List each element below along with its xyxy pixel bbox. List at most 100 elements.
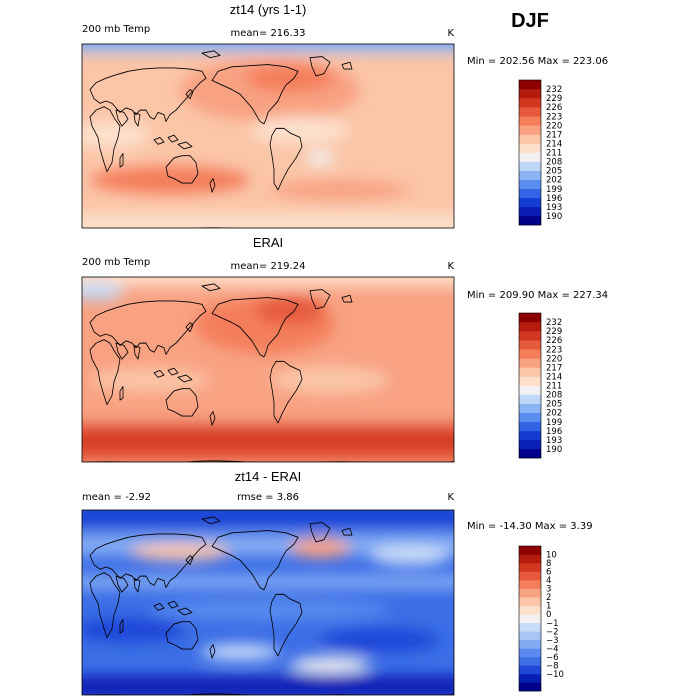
colorbar-tick-label: 202	[546, 176, 562, 186]
colorbar-swatch	[519, 322, 541, 332]
panel-title: zt14 (yrs 1-1)	[230, 2, 307, 17]
colorbar-frame	[518, 79, 542, 226]
panel-title: zt14 - ERAI	[235, 469, 301, 484]
colorbar-tick-label: 199	[546, 418, 562, 428]
colorbar-tick-label: 229	[546, 94, 562, 104]
colorbar-swatch	[519, 367, 541, 377]
colorbar: 2322292262232202172142112082052021991961…	[518, 79, 562, 226]
colorbar-tick-label: 193	[546, 203, 562, 213]
colorbar-tick-label: 8	[546, 559, 551, 569]
colorbar-swatch	[519, 349, 541, 359]
colorbar-swatch	[519, 152, 541, 162]
map-field	[82, 44, 454, 228]
colorbar-tick-label: 223	[546, 345, 562, 355]
colorbar-swatch	[519, 421, 541, 432]
colorbar-swatch	[519, 412, 541, 423]
colorbar-tick-label: 211	[546, 149, 562, 159]
colorbar-swatch	[519, 143, 541, 153]
units-label: K	[447, 261, 454, 272]
colorbar-swatch	[519, 107, 541, 117]
colorbar-swatch	[519, 215, 541, 226]
colorbar-tick-label: 217	[546, 130, 562, 140]
colorbar-swatch	[519, 161, 541, 171]
colorbar-tick-label: −2	[546, 627, 559, 637]
colorbar-tick-label: 1	[546, 602, 551, 612]
colorbar-swatch	[519, 197, 541, 208]
colorbar-tick-label: 190	[546, 445, 562, 455]
colorbar-swatch	[519, 125, 541, 135]
colorbar-swatch	[519, 430, 541, 441]
panel-erai: ERAI 200 mb Temp mean= 219.24 K Min = 20…	[81, 235, 608, 463]
colorbar-tick-label: −6	[546, 653, 559, 663]
panel-difference: zt14 - ERAI mean = -2.92 rmse = 3.86 K M…	[81, 469, 593, 696]
rmse-label: rmse = 3.86	[237, 492, 299, 503]
colorbar-tick-label: 220	[546, 121, 562, 131]
colorbar-tick-label: 199	[546, 185, 562, 195]
colorbar-swatch	[519, 665, 541, 675]
colorbar-tick-label: 10	[546, 551, 557, 561]
panel-model: zt14 (yrs 1-1) 200 mb Temp mean= 216.33 …	[81, 2, 608, 229]
colorbar-tick-label: 190	[546, 212, 562, 222]
colorbar-tick-label: 208	[546, 158, 562, 168]
colorbar-swatch	[519, 563, 541, 572]
colorbar-tick-label: 196	[546, 427, 562, 437]
colorbar-swatch	[519, 554, 541, 564]
colorbar-tick-label: 217	[546, 363, 562, 373]
units-label: K	[447, 492, 454, 503]
map-field	[82, 510, 454, 695]
colorbar-tick-label: 220	[546, 354, 562, 364]
colorbar: 2322292262232202172142112082052021991961…	[518, 312, 562, 459]
colorbar-tick-label: −10	[546, 670, 564, 680]
colorbar-swatch	[519, 673, 541, 683]
colorbar-tick-label: −8	[546, 661, 559, 671]
season-label: DJF	[511, 10, 549, 32]
colorbar-tick-label: 232	[546, 318, 562, 328]
colorbar-swatch	[519, 682, 541, 692]
colorbar-swatch	[519, 648, 541, 658]
colorbar-swatch	[519, 631, 541, 641]
colorbar-swatch	[519, 340, 541, 350]
minmax-label: Min = 209.90 Max = 227.34	[467, 290, 608, 301]
colorbar-tick-label: 193	[546, 436, 562, 446]
colorbar-swatch	[519, 622, 541, 632]
colorbar-swatch	[519, 580, 541, 589]
colorbar-tick-label: 3	[546, 585, 551, 595]
map-frame	[81, 276, 455, 463]
colorbar-swatch	[519, 448, 541, 459]
colorbar-tick-label: 232	[546, 85, 562, 95]
colorbar-swatch	[519, 439, 541, 450]
colorbar-tick-label: 211	[546, 382, 562, 392]
colorbar-tick-label: 0	[546, 610, 551, 620]
colorbar-swatch	[519, 597, 541, 607]
variable-label: 200 mb Temp	[82, 257, 150, 268]
minmax-label: Min = 202.56 Max = 223.06	[467, 56, 608, 67]
mean-label: mean = -2.92	[82, 492, 151, 503]
colorbar-swatch	[519, 206, 541, 217]
colorbar-swatch	[519, 98, 541, 108]
colorbar-swatch	[519, 394, 541, 404]
colorbar-swatch	[519, 358, 541, 368]
mean-label: mean= 216.33	[231, 28, 306, 39]
colorbar-swatch	[519, 385, 541, 395]
colorbar-swatch	[519, 376, 541, 386]
colorbar-swatch	[519, 170, 541, 180]
colorbar-swatch	[519, 571, 541, 581]
colorbar-tick-label: 226	[546, 336, 562, 346]
colorbar-tick-label: 2	[546, 593, 551, 603]
colorbar-swatch	[519, 605, 541, 615]
colorbar-tick-label: −4	[546, 644, 559, 654]
colorbar-swatch	[519, 588, 541, 598]
mean-label: mean= 219.24	[231, 261, 306, 272]
colorbar-swatch	[519, 313, 541, 323]
colorbar-tick-label: −1	[546, 619, 559, 629]
colorbar-tick-label: 6	[546, 568, 551, 578]
map-frame	[81, 43, 455, 229]
minmax-label: Min = -14.30 Max = 3.39	[467, 521, 593, 532]
colorbar-swatch	[519, 188, 541, 199]
colorbar-tick-label: 4	[546, 576, 551, 586]
colorbar-swatch	[519, 89, 541, 99]
colorbar-swatch	[519, 331, 541, 341]
units-label: K	[447, 28, 454, 39]
